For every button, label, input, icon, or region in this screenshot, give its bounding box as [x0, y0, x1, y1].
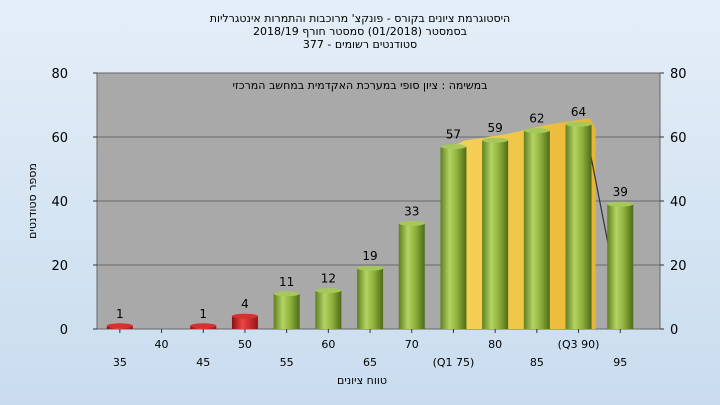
- data-label: 19: [362, 249, 377, 263]
- data-label: 12: [321, 272, 336, 286]
- bar: [231, 316, 258, 329]
- bar-cap: [357, 265, 384, 271]
- bar-cap: [273, 291, 300, 297]
- bar: [398, 223, 425, 329]
- bar: [482, 140, 509, 329]
- y-tick-label-right: 40: [670, 195, 687, 210]
- bar: [315, 290, 342, 329]
- y-tick-label-left: 80: [51, 67, 68, 82]
- x-tick-label: 70: [405, 338, 419, 351]
- axes: 0 0 20 20 40 40 60 60 80 80 35 40 45 50 55 60 65 70 (Q1 75…: [51, 67, 686, 369]
- bar: [357, 268, 384, 329]
- data-label: 33: [404, 204, 419, 218]
- y-tick-label-right: 20: [670, 259, 687, 274]
- data-label: 62: [529, 112, 544, 126]
- bars: [106, 121, 634, 329]
- x-tick-label: 50: [238, 338, 252, 351]
- y-tick-label-left: 40: [51, 195, 68, 210]
- bar-cap: [440, 144, 467, 150]
- bar-cap: [315, 288, 342, 294]
- x-tick-label: 65: [363, 356, 377, 369]
- chart-subtitle-students: סטודנטים רשומים - 377: [302, 38, 418, 51]
- data-label: 57: [446, 128, 461, 142]
- bar-cap: [106, 323, 133, 329]
- y-tick-label-left: 0: [60, 323, 68, 338]
- y-tick-label-right: 0: [670, 323, 678, 338]
- chart-subtitle-semester: בסמסטר (01/2018) סמסטר חורף 2018/19: [253, 25, 467, 38]
- data-label: 11: [279, 275, 294, 289]
- y-tick-label-right: 80: [670, 67, 687, 82]
- bar-cap: [607, 201, 634, 207]
- bar: [440, 146, 467, 329]
- bar-cap: [190, 323, 217, 329]
- x-tick-label: 85: [530, 356, 544, 369]
- bar-cap: [482, 137, 509, 143]
- x-tick-label: (Q3 90): [558, 338, 600, 351]
- data-label: 64: [571, 105, 586, 119]
- y-tick-label-right: 60: [670, 131, 687, 146]
- data-label: 59: [488, 121, 503, 135]
- x-tick-label: 95: [613, 356, 627, 369]
- y-tick-label-left: 20: [51, 259, 68, 274]
- x-tick-label: 60: [321, 338, 335, 351]
- bar: [607, 204, 634, 329]
- chart-annotation: במשימה : ציון סופי במערכת האקדמית במחשב …: [233, 79, 488, 92]
- x-tick-label: 35: [113, 356, 127, 369]
- bar-cap: [398, 220, 425, 226]
- bar: [273, 293, 300, 329]
- data-label: 1: [116, 307, 124, 321]
- x-tick-label: 55: [280, 356, 294, 369]
- x-tick-label: (Q1 75): [433, 356, 475, 369]
- y-axis-label: מספר סטודנטים: [26, 163, 39, 239]
- data-label: 39: [613, 185, 628, 199]
- x-tick-label: 45: [196, 356, 210, 369]
- data-label: 1: [199, 307, 207, 321]
- chart-title: היסטוגרמת ציונים בקורס - פונקצ' מרוכבות …: [209, 12, 511, 25]
- x-tick-label: 80: [488, 338, 502, 351]
- y-tick-label-left: 60: [51, 131, 68, 146]
- bar-cap: [231, 313, 258, 319]
- x-tick-label: 40: [155, 338, 169, 351]
- bar-cap: [523, 128, 550, 134]
- bar-cap: [565, 121, 592, 127]
- data-label: 4: [241, 297, 249, 311]
- bar: [565, 124, 592, 329]
- bar: [523, 130, 550, 329]
- x-axis-label: טווח ציונים: [337, 374, 387, 387]
